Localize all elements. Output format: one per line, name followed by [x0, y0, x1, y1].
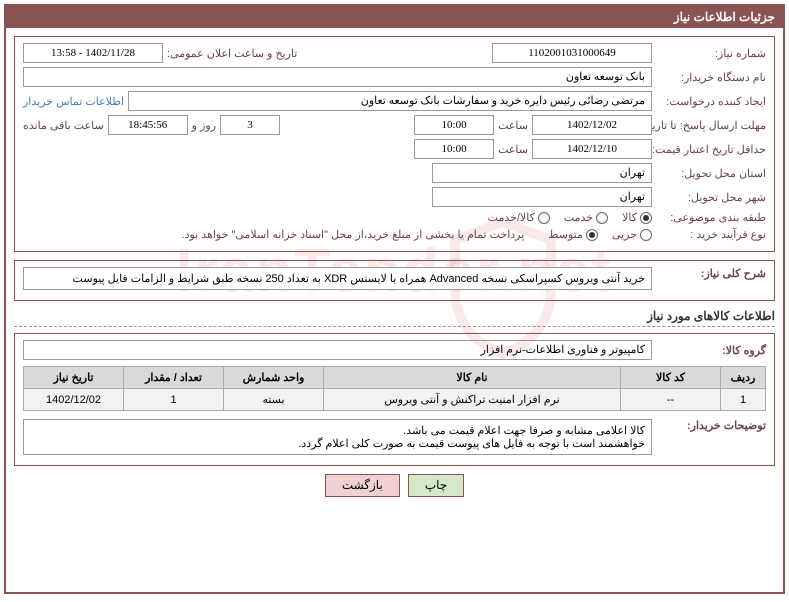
goods-table: ردیف کد کالا نام کالا واحد شمارش تعداد /…: [23, 366, 766, 411]
window-title: جزئیات اطلاعات نیاز: [6, 6, 783, 28]
response-date-value: 1402/12/02: [532, 115, 652, 135]
radio-service[interactable]: خدمت: [564, 211, 608, 224]
cell-unit: بسته: [224, 389, 324, 411]
th-row: ردیف: [721, 367, 766, 389]
need-number-value: 1102001031000649: [492, 43, 652, 63]
th-unit: واحد شمارش: [224, 367, 324, 389]
buyer-notes-line2: خواهشمند است با توجه به فایل های پیوست ق…: [30, 437, 645, 450]
process-label: نوع فرآیند خرید :: [656, 228, 766, 241]
requester-label: ایجاد کننده درخواست:: [656, 95, 766, 108]
goods-group-value: کامپیوتر و فناوری اطلاعات-نرم افزار: [23, 340, 652, 360]
goods-group-label: گروه کالا:: [656, 344, 766, 357]
need-number-label: شماره نیاز:: [656, 47, 766, 60]
time-label-1: ساعت: [498, 119, 528, 132]
province-value: تهران: [432, 163, 652, 183]
validity-time-value: 10:00: [414, 139, 494, 159]
radio-medium[interactable]: متوسط: [548, 228, 598, 241]
radio-partial[interactable]: جزیی: [612, 228, 652, 241]
cell-need-date: 1402/12/02: [24, 389, 124, 411]
radio-goods[interactable]: کالا: [622, 211, 652, 224]
th-need-date: تاریخ نیاز: [24, 367, 124, 389]
city-label: شهر محل تحویل:: [656, 191, 766, 204]
back-button[interactable]: بازگشت: [325, 474, 400, 497]
cell-qty: 1: [124, 389, 224, 411]
radio-goods-service[interactable]: کالا/خدمت: [488, 211, 550, 224]
announce-datetime-label: تاریخ و ساعت اعلان عمومی:: [167, 47, 297, 60]
time-label-2: ساعت: [498, 143, 528, 156]
cell-name: نرم افزار امنیت تراکنش و آنتی ویروس: [324, 389, 621, 411]
category-radio-group: کالا خدمت کالا/خدمت: [488, 211, 652, 224]
print-button[interactable]: چاپ: [408, 474, 464, 497]
th-name: نام کالا: [324, 367, 621, 389]
cell-row: 1: [721, 389, 766, 411]
goods-section-title: اطلاعات کالاهای مورد نیاز: [14, 309, 775, 327]
buyer-notes-label: توضیحات خریدار:: [656, 419, 766, 432]
remaining-time-value: 18:45:56: [108, 115, 188, 135]
response-deadline-label: مهلت ارسال پاسخ: تا تاریخ:: [656, 119, 766, 132]
buyer-org-value: بانک توسعه تعاون: [23, 67, 652, 87]
th-qty: تعداد / مقدار: [124, 367, 224, 389]
buyer-org-label: نام دستگاه خریدار:: [656, 71, 766, 84]
city-value: تهران: [432, 187, 652, 207]
process-note: پرداخت تمام یا بخشی از مبلغ خرید،از محل …: [182, 228, 525, 241]
day-and-label: روز و: [192, 119, 216, 132]
process-radio-group: جزیی متوسط: [548, 228, 652, 241]
response-time-value: 10:00: [414, 115, 494, 135]
validity-label: حداقل تاریخ اعتبار قیمت: تا تاریخ:: [656, 143, 766, 156]
summary-text: خرید آنتی ویروس کسپراسکی نسخه Advanced ه…: [23, 267, 652, 290]
requester-value: مرتضی رضائی رئیس دایره خرید و سفارشات با…: [128, 91, 652, 111]
th-code: کد کالا: [621, 367, 721, 389]
validity-date-value: 1402/12/10: [532, 139, 652, 159]
category-label: طبقه بندی موضوعی:: [656, 211, 766, 224]
buyer-notes-line1: کالا اعلامی مشابه و صرفا جهت اعلام قیمت …: [30, 424, 645, 437]
remaining-suffix-label: ساعت باقی مانده: [23, 119, 104, 132]
announce-datetime-value: 1402/11/28 - 13:58: [23, 43, 163, 63]
goods-panel: گروه کالا: کامپیوتر و فناوری اطلاعات-نرم…: [14, 333, 775, 466]
summary-label: شرح کلی نیاز:: [656, 267, 766, 280]
table-row: 1 -- نرم افزار امنیت تراکنش و آنتی ویروس…: [24, 389, 766, 411]
province-label: استان محل تحویل:: [656, 167, 766, 180]
remaining-days-value: 3: [220, 115, 280, 135]
buyer-contact-link[interactable]: اطلاعات تماس خریدار: [23, 95, 124, 108]
summary-panel: شرح کلی نیاز: خرید آنتی ویروس کسپراسکی ن…: [14, 260, 775, 301]
cell-code: --: [621, 389, 721, 411]
info-panel: شماره نیاز: 1102001031000649 تاریخ و ساع…: [14, 36, 775, 252]
buyer-notes-box: کالا اعلامی مشابه و صرفا جهت اعلام قیمت …: [23, 419, 652, 455]
